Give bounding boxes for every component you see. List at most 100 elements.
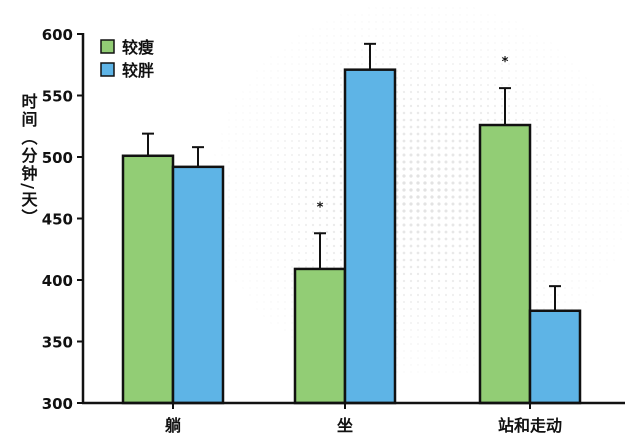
background-dot — [291, 287, 293, 289]
background-dot — [452, 7, 454, 9]
background-dot — [270, 105, 272, 107]
background-dot — [409, 139, 413, 143]
background-dot — [430, 202, 434, 206]
background-dot — [620, 175, 622, 177]
background-dot — [431, 56, 433, 58]
background-dot — [284, 105, 286, 107]
background-dot — [599, 140, 601, 142]
background-dot — [361, 49, 363, 51]
background-dot — [599, 273, 601, 275]
background-dot — [270, 280, 272, 282]
y-tick-label: 350 — [42, 334, 73, 352]
background-dot — [389, 28, 391, 30]
background-dot — [297, 209, 301, 213]
background-dot — [592, 133, 594, 135]
background-dot — [480, 21, 482, 23]
background-dot — [465, 265, 469, 269]
background-dot — [557, 133, 559, 135]
background-dot — [451, 153, 455, 157]
background-dot — [277, 133, 279, 135]
background-dot — [235, 182, 237, 184]
background-dot — [549, 188, 553, 192]
background-dot — [361, 14, 363, 16]
background-dot — [451, 188, 455, 192]
background-dot — [424, 350, 426, 352]
background-dot — [444, 209, 448, 213]
background-dot — [542, 146, 546, 150]
background-dot — [543, 112, 545, 114]
background-dot — [424, 28, 426, 30]
background-dot — [465, 237, 469, 241]
background-dot — [312, 98, 314, 100]
background-dot — [438, 42, 440, 44]
background-dot — [409, 111, 413, 115]
background-dot — [402, 293, 406, 297]
background-dot — [423, 97, 427, 101]
background-dot — [361, 28, 363, 30]
background-dot — [571, 168, 573, 170]
background-dot — [270, 245, 272, 247]
background-dot — [444, 272, 448, 276]
background-dot — [466, 308, 468, 310]
background-dot — [494, 63, 496, 65]
background-dot — [578, 147, 580, 149]
background-dot — [396, 322, 398, 324]
background-dot — [522, 70, 524, 72]
background-dot — [571, 210, 573, 212]
background-dot — [249, 294, 251, 296]
background-dot — [417, 336, 419, 338]
background-dot — [235, 147, 237, 149]
background-dot — [375, 21, 377, 23]
background-dot — [277, 84, 279, 86]
background-dot — [437, 223, 441, 227]
background-dot — [270, 84, 272, 86]
background-dot — [409, 153, 413, 157]
background-dot — [592, 154, 594, 156]
background-dot — [585, 84, 587, 86]
background-dot — [571, 294, 573, 296]
background-dot — [430, 69, 434, 73]
background-dot — [571, 308, 573, 310]
background-dot — [277, 203, 279, 205]
background-dot — [424, 14, 426, 16]
background-dot — [535, 139, 539, 143]
background-dot — [325, 160, 329, 164]
background-dot — [325, 216, 329, 220]
background-dot — [318, 132, 322, 136]
background-dot — [473, 28, 475, 30]
background-dot — [417, 315, 419, 317]
background-dot — [325, 167, 329, 171]
background-dot — [347, 28, 349, 30]
background-dot — [305, 259, 307, 261]
background-dot — [606, 217, 608, 219]
background-dot — [312, 42, 314, 44]
background-dot — [402, 111, 406, 115]
background-dot — [228, 266, 230, 268]
background-dot — [473, 308, 475, 310]
background-dot — [431, 7, 433, 9]
background-dot — [416, 230, 420, 234]
background-dot — [508, 56, 510, 58]
background-dot — [543, 105, 545, 107]
background-dot — [340, 21, 342, 23]
background-dot — [430, 90, 434, 94]
background-dot — [592, 119, 594, 121]
background-dot — [444, 146, 448, 150]
background-dot — [585, 294, 587, 296]
background-dot — [242, 217, 244, 219]
background-dot — [277, 273, 279, 275]
background-dot — [416, 286, 420, 290]
background-dot — [297, 132, 301, 136]
background-dot — [578, 196, 580, 198]
background-dot — [312, 112, 314, 114]
background-dot — [571, 133, 573, 135]
background-dot — [235, 105, 237, 107]
background-dot — [277, 259, 279, 261]
background-dot — [438, 364, 440, 366]
background-dot — [417, 63, 419, 65]
legend-label: 较胖 — [122, 61, 154, 80]
background-dot — [284, 301, 286, 303]
background-dot — [290, 181, 294, 185]
background-dot — [451, 146, 455, 150]
background-dot — [325, 244, 329, 248]
